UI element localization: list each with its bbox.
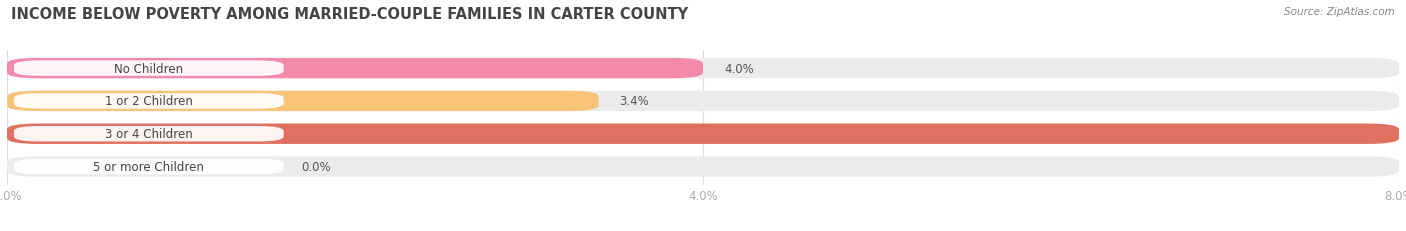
FancyBboxPatch shape (7, 124, 1399, 144)
Text: 3.4%: 3.4% (620, 95, 650, 108)
FancyBboxPatch shape (7, 157, 1399, 177)
FancyBboxPatch shape (7, 91, 599, 112)
FancyBboxPatch shape (7, 91, 1399, 112)
FancyBboxPatch shape (7, 124, 1399, 144)
Text: 1 or 2 Children: 1 or 2 Children (105, 95, 193, 108)
FancyBboxPatch shape (14, 61, 284, 76)
FancyBboxPatch shape (7, 59, 1399, 79)
FancyBboxPatch shape (7, 59, 703, 79)
Text: Source: ZipAtlas.com: Source: ZipAtlas.com (1284, 7, 1395, 17)
Text: No Children: No Children (114, 62, 183, 75)
Text: 5 or more Children: 5 or more Children (93, 160, 204, 173)
Text: INCOME BELOW POVERTY AMONG MARRIED-COUPLE FAMILIES IN CARTER COUNTY: INCOME BELOW POVERTY AMONG MARRIED-COUPL… (11, 7, 689, 22)
FancyBboxPatch shape (14, 126, 284, 142)
FancyBboxPatch shape (14, 94, 284, 109)
Text: 4.0%: 4.0% (724, 62, 754, 75)
Text: 3 or 4 Children: 3 or 4 Children (105, 128, 193, 141)
FancyBboxPatch shape (14, 159, 284, 175)
Text: 0.0%: 0.0% (301, 160, 330, 173)
